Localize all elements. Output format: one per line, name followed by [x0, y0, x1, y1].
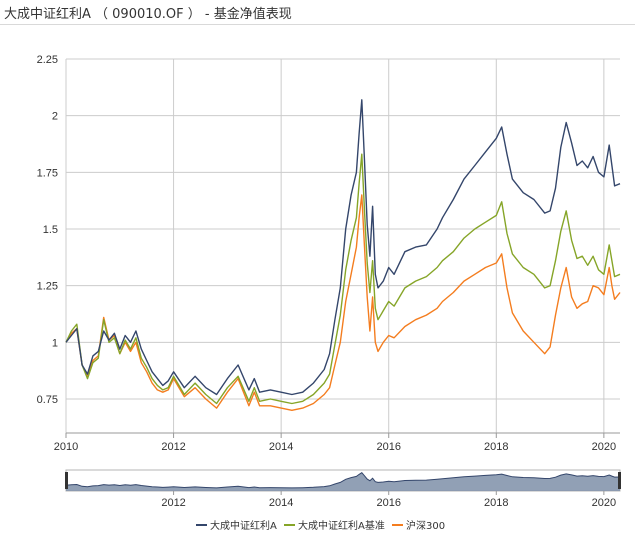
navigator-line	[65, 472, 621, 489]
y-tick-label: 1.25	[37, 281, 58, 293]
legend: 大成中证红利A 大成中证红利A基准 沪深300	[196, 519, 445, 532]
x-tick-label: 2016	[376, 441, 400, 453]
series-line-2	[65, 194, 621, 411]
x-tick-label: 2018	[484, 441, 508, 453]
navigator-tick-label: 2012	[161, 497, 185, 509]
legend-item-1[interactable]: 大成中证红利A基准	[284, 519, 385, 532]
series-line-1	[65, 153, 621, 405]
y-tick-label: 1.75	[37, 167, 58, 179]
x-tick-label: 2020	[592, 441, 616, 453]
legend-item-0[interactable]: 大成中证红利A	[196, 519, 277, 532]
legend-label: 大成中证红利A	[210, 519, 277, 532]
y-tick-label: 2	[52, 111, 58, 123]
grid-layer	[65, 58, 620, 433]
x-tick-label: 2014	[269, 441, 293, 453]
series-line-0	[65, 99, 621, 396]
x-tick-label: 2012	[161, 441, 185, 453]
navigator-left-handle[interactable]	[65, 472, 68, 489]
navigator-tick-label: 2016	[376, 497, 400, 509]
y-axis: 0.75 1 1.25 1.5 1.75 2 2.25	[37, 54, 58, 406]
window-title: 大成中证红利A （ 090010.OF ） - 基金净值表现	[0, 0, 635, 25]
navigator-tick-label: 2014	[269, 497, 293, 509]
range-navigator[interactable]: 2012 2014 2016 2018 2020	[65, 469, 621, 509]
navigator-tick-label: 2018	[484, 497, 508, 509]
x-tick-label: 2010	[54, 441, 78, 453]
y-tick-label: 1.5	[43, 224, 58, 236]
legend-label: 大成中证红利A基准	[298, 519, 385, 532]
legend-label: 沪深300	[406, 519, 445, 532]
legend-item-2[interactable]: 沪深300	[392, 519, 445, 532]
y-tick-label: 0.75	[37, 394, 58, 406]
navigator-right-handle[interactable]	[618, 472, 621, 489]
x-axis: 2010 2012 2014 2016 2018 2020	[54, 432, 620, 453]
y-tick-label: 1	[52, 337, 58, 349]
navigator-tick-label: 2020	[592, 497, 616, 509]
y-tick-label: 2.25	[37, 54, 58, 66]
series-layer	[65, 99, 621, 411]
navigator-area	[66, 472, 620, 491]
